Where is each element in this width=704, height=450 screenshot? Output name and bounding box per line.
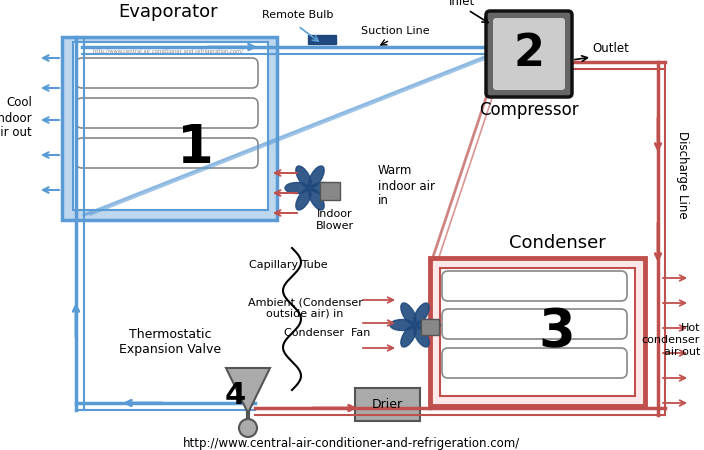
FancyBboxPatch shape	[442, 271, 627, 301]
Ellipse shape	[285, 183, 309, 194]
Ellipse shape	[311, 183, 335, 194]
Text: http://www.central-air-conditioner-and-refrigeration.com/: http://www.central-air-conditioner-and-r…	[183, 436, 521, 450]
Text: Indoor
Blower: Indoor Blower	[316, 209, 354, 231]
Ellipse shape	[296, 189, 311, 210]
FancyBboxPatch shape	[430, 258, 645, 406]
FancyBboxPatch shape	[486, 11, 572, 97]
Text: Condenser: Condenser	[508, 234, 605, 252]
Text: Hot
condenser
air out: Hot condenser air out	[641, 324, 700, 356]
FancyBboxPatch shape	[62, 37, 277, 220]
Text: Discharge Line: Discharge Line	[676, 131, 689, 219]
Text: 3: 3	[539, 306, 575, 358]
Ellipse shape	[414, 303, 429, 324]
Ellipse shape	[296, 166, 311, 188]
Text: Warm
indoor air
in: Warm indoor air in	[378, 165, 435, 207]
FancyBboxPatch shape	[76, 98, 258, 128]
FancyBboxPatch shape	[73, 42, 268, 210]
Text: Ambient (Condenser
outside air) in: Ambient (Condenser outside air) in	[248, 297, 363, 319]
FancyBboxPatch shape	[442, 348, 627, 378]
Text: Drier: Drier	[372, 397, 403, 410]
Text: Inlet: Inlet	[449, 0, 475, 8]
Text: 1: 1	[177, 122, 213, 174]
Text: Thermostatic
Expansion Valve: Thermostatic Expansion Valve	[119, 328, 221, 356]
FancyBboxPatch shape	[308, 35, 336, 44]
FancyBboxPatch shape	[442, 309, 627, 339]
Ellipse shape	[390, 320, 414, 330]
Ellipse shape	[309, 166, 324, 188]
FancyBboxPatch shape	[320, 182, 340, 200]
Text: Cool
indoor
air out: Cool indoor air out	[0, 96, 32, 140]
FancyBboxPatch shape	[355, 388, 420, 421]
Text: Suction Line: Suction Line	[360, 26, 429, 36]
Text: Compressor: Compressor	[479, 101, 579, 119]
Text: http://www.central air conditioner and refrigeration.com/: http://www.central air conditioner and r…	[93, 50, 243, 54]
Ellipse shape	[309, 189, 324, 210]
Ellipse shape	[416, 320, 440, 330]
FancyBboxPatch shape	[76, 138, 258, 168]
Text: Outlet: Outlet	[592, 42, 629, 55]
Text: 4: 4	[225, 381, 246, 410]
Ellipse shape	[401, 303, 416, 324]
Text: Remote Bulb: Remote Bulb	[263, 10, 334, 20]
Text: Condenser  Fan: Condenser Fan	[284, 328, 370, 338]
Text: Capillary Tube: Capillary Tube	[249, 260, 327, 270]
Ellipse shape	[414, 325, 429, 347]
Circle shape	[239, 419, 257, 437]
Text: Evaporator: Evaporator	[118, 3, 218, 21]
FancyBboxPatch shape	[440, 268, 635, 396]
FancyBboxPatch shape	[421, 319, 439, 335]
FancyBboxPatch shape	[493, 18, 565, 90]
Text: 2: 2	[513, 32, 544, 76]
Ellipse shape	[401, 325, 416, 347]
Polygon shape	[226, 368, 270, 413]
FancyBboxPatch shape	[76, 58, 258, 88]
